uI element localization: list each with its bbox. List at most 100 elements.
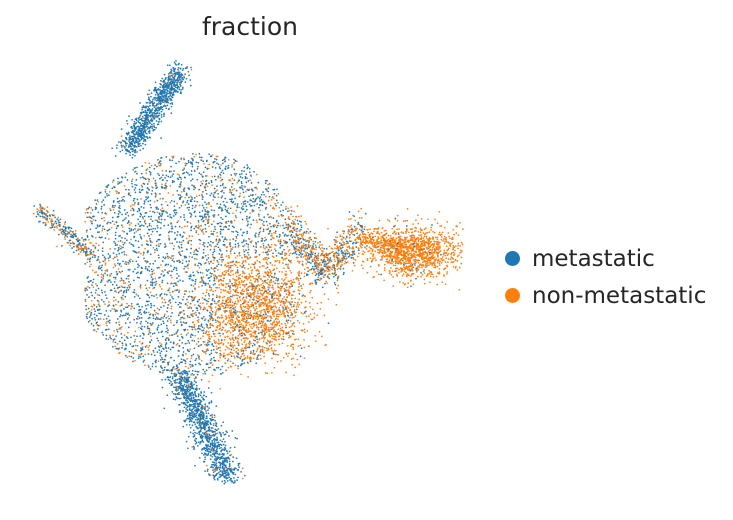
point-non-metastatic xyxy=(255,311,258,314)
point-metastatic xyxy=(153,309,156,312)
point-non-metastatic xyxy=(239,333,241,336)
point-non-metastatic xyxy=(262,275,265,278)
point-non-metastatic xyxy=(154,277,157,280)
point-non-metastatic xyxy=(290,297,293,300)
point-metastatic xyxy=(84,263,87,265)
point-metastatic xyxy=(285,320,288,323)
point-metastatic xyxy=(222,240,225,243)
point-non-metastatic xyxy=(287,263,289,266)
point-metastatic xyxy=(218,299,220,302)
point-metastatic xyxy=(191,364,193,366)
point-non-metastatic xyxy=(230,312,232,315)
point-non-metastatic xyxy=(202,335,204,338)
point-non-metastatic xyxy=(281,326,284,329)
point-metastatic xyxy=(208,294,211,297)
point-metastatic xyxy=(248,203,251,206)
point-metastatic xyxy=(97,211,100,214)
point-metastatic xyxy=(108,304,111,306)
point-metastatic xyxy=(98,231,100,233)
point-metastatic xyxy=(186,206,189,209)
point-metastatic xyxy=(204,372,207,375)
point-non-metastatic xyxy=(215,277,218,280)
point-non-metastatic xyxy=(170,307,173,310)
point-metastatic xyxy=(193,340,196,342)
point-metastatic xyxy=(154,164,156,166)
point-non-metastatic xyxy=(230,309,233,311)
point-non-metastatic xyxy=(228,256,230,259)
point-metastatic xyxy=(156,206,158,209)
point-non-metastatic xyxy=(214,302,216,305)
point-non-metastatic xyxy=(269,328,271,331)
point-metastatic xyxy=(157,318,159,320)
point-metastatic xyxy=(246,224,249,227)
point-non-metastatic xyxy=(275,297,278,300)
point-metastatic xyxy=(285,208,287,210)
point-metastatic xyxy=(166,310,168,313)
point-non-metastatic xyxy=(289,309,291,312)
point-metastatic xyxy=(223,277,225,280)
point-metastatic xyxy=(214,319,217,321)
point-metastatic xyxy=(201,210,204,212)
point-metastatic xyxy=(213,267,216,270)
point-non-metastatic xyxy=(239,277,242,280)
point-metastatic xyxy=(214,226,216,228)
point-non-metastatic xyxy=(133,171,136,173)
point-non-metastatic xyxy=(258,287,261,290)
point-metastatic xyxy=(120,247,122,250)
point-metastatic xyxy=(197,304,200,307)
point-non-metastatic xyxy=(158,218,161,221)
point-non-metastatic xyxy=(256,221,258,223)
point-metastatic xyxy=(142,147,145,150)
point-non-metastatic xyxy=(121,344,124,347)
point-metastatic xyxy=(125,289,128,291)
point-non-metastatic xyxy=(264,311,266,314)
point-non-metastatic xyxy=(222,289,225,291)
point-metastatic xyxy=(216,265,218,267)
point-non-metastatic xyxy=(279,285,282,288)
point-metastatic xyxy=(190,307,193,309)
point-metastatic xyxy=(248,217,251,219)
point-non-metastatic xyxy=(161,270,163,272)
point-non-metastatic xyxy=(273,344,276,346)
point-non-metastatic xyxy=(185,237,188,240)
point-non-metastatic xyxy=(218,317,221,319)
point-metastatic xyxy=(198,298,201,301)
point-metastatic xyxy=(219,173,221,176)
point-metastatic xyxy=(163,186,166,189)
point-non-metastatic xyxy=(226,291,229,293)
point-non-metastatic xyxy=(243,244,246,247)
point-non-metastatic xyxy=(203,162,205,165)
point-non-metastatic xyxy=(284,306,287,308)
point-metastatic xyxy=(234,243,237,246)
point-metastatic xyxy=(252,197,255,200)
point-metastatic xyxy=(87,280,90,283)
point-metastatic xyxy=(213,175,216,178)
point-metastatic xyxy=(192,158,194,161)
point-metastatic xyxy=(87,275,90,278)
point-non-metastatic xyxy=(106,280,108,283)
point-non-metastatic xyxy=(250,303,253,306)
point-non-metastatic xyxy=(234,337,237,340)
point-non-metastatic xyxy=(130,238,132,241)
point-metastatic xyxy=(138,264,140,267)
point-metastatic xyxy=(205,269,208,271)
point-non-metastatic xyxy=(273,324,276,326)
point-metastatic xyxy=(215,238,218,241)
point-non-metastatic xyxy=(286,321,289,324)
point-metastatic xyxy=(213,215,215,218)
point-non-metastatic xyxy=(204,332,207,335)
point-metastatic xyxy=(115,309,118,312)
point-metastatic xyxy=(139,335,142,337)
point-non-metastatic xyxy=(267,292,270,294)
point-metastatic xyxy=(157,345,160,348)
point-metastatic xyxy=(189,274,192,276)
point-non-metastatic xyxy=(134,330,137,333)
point-metastatic xyxy=(133,189,136,191)
point-non-metastatic xyxy=(228,337,231,340)
point-non-metastatic xyxy=(150,233,153,236)
point-non-metastatic xyxy=(323,314,326,317)
point-metastatic xyxy=(98,309,100,311)
point-non-metastatic xyxy=(212,220,215,223)
point-metastatic xyxy=(97,328,99,330)
point-non-metastatic xyxy=(158,283,161,286)
